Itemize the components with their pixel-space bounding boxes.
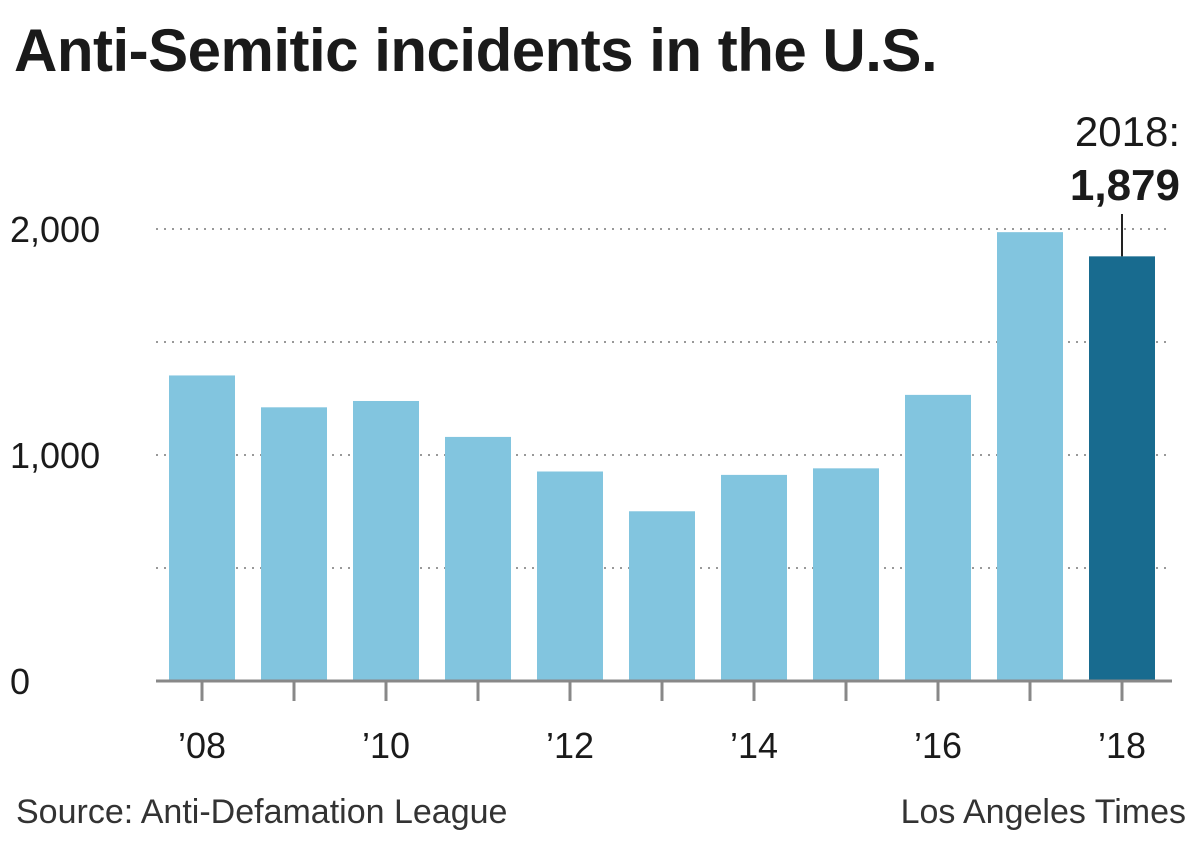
chart-title: Anti-Semitic incidents in the U.S. [14, 17, 938, 84]
credit-line: Los Angeles Times [900, 793, 1186, 831]
bar-2017 [997, 232, 1063, 681]
x-tick-label: ’16 [914, 725, 962, 766]
bar-2014 [721, 474, 787, 681]
bar-2011 [445, 436, 511, 681]
y-tick-label: 1,000 [10, 435, 100, 476]
bar-2013 [629, 511, 695, 681]
bar-2008 [169, 375, 235, 681]
x-tick-label: ’12 [546, 725, 594, 766]
annotation-year-label: 2018: [1075, 108, 1180, 155]
annotation-value-label: 1,879 [1070, 161, 1180, 210]
x-tick-label: ’10 [362, 725, 410, 766]
bar-2009 [261, 407, 327, 681]
bar-2016 [905, 394, 971, 681]
bar-2012 [537, 471, 603, 681]
x-tick-label: ’18 [1098, 725, 1146, 766]
x-tick-label: ’14 [730, 725, 778, 766]
y-tick-label: 0 [10, 661, 30, 702]
bar-2010 [353, 400, 419, 681]
bar-2018 [1089, 256, 1155, 681]
source-note: Source: Anti-Defamation League [16, 793, 508, 831]
bar-2015 [813, 468, 879, 681]
x-tick-label: ’08 [178, 725, 226, 766]
y-tick-label: 2,000 [10, 209, 100, 250]
